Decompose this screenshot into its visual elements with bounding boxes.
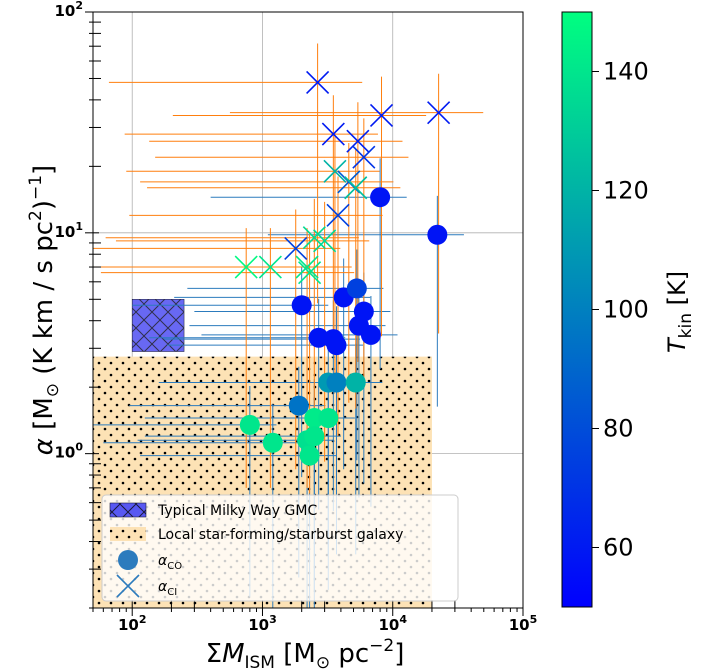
alpha-ci-point [302,226,326,250]
colorbar: 60 80 100 120 140 [561,11,649,608]
x-tick-label: 104 [378,613,407,634]
alpha-co-point [308,327,329,348]
alpha-co-point [288,395,309,416]
alpha-co-point [345,372,366,393]
y-axis-label: α [M⊙ (K km / s pc2)−1] [26,165,63,455]
legend-box [101,494,459,602]
cross-stroke [284,236,308,260]
colorbar-label: Tkin [K] [663,271,696,353]
colorbar-tick-label: 60 [603,534,634,562]
cross-stroke [313,229,337,253]
cross-stroke [298,261,322,285]
legend-label: αCI [158,579,177,598]
x-tick-label: 105 [509,613,538,634]
cross-stroke [295,255,319,279]
alpha-ci-point [344,176,368,200]
region-milky-way-gmc [131,298,185,352]
legend-swatch-starburst [110,527,146,541]
alpha-ci-point [234,255,258,279]
alpha-co-point [304,426,325,447]
cross-stroke [427,101,451,125]
x-tick-label: 102 [118,613,147,634]
alpha-co-point [262,432,283,453]
alpha-co-point [346,278,367,299]
alpha-co-point [370,187,391,208]
alpha-ci-point [427,101,451,125]
cross-stroke [344,176,368,200]
cross-stroke [321,122,345,146]
y-tick-label: 100 [54,441,83,462]
legend: Typical Milky Way GMC Local star-forming/… [101,494,459,602]
cross-stroke [302,226,326,250]
legend-marker-cross [116,574,140,598]
colorbar-tick-label: 140 [603,58,649,86]
colorbar-tick-label: 100 [603,296,649,324]
colorbar-tick-label: 120 [603,177,649,205]
cross-stroke [326,203,350,227]
alpha-ci-point [258,255,282,279]
alpha-ci-point [346,129,370,153]
cross-stroke [346,129,370,153]
cross-stroke [116,574,140,598]
alpha-ci-point [313,229,337,253]
legend-marker-circle [118,550,138,570]
alpha-ci-point [284,236,308,260]
plot-frame [92,11,524,609]
alpha-ci-point [321,122,345,146]
axes: 102 103 104 105 100 101 102 [54,0,537,634]
cross-stroke [352,145,376,169]
alpha-co-point [353,301,374,322]
legend-label: αCO [158,553,182,572]
alpha-co-point [304,408,325,429]
alpha-ci-point [295,255,319,279]
alpha-ci-point [298,261,322,285]
x-axis-label: ΣMISM [M⊙ pc−2] [206,636,405,669]
y-tick-label: 102 [54,0,83,20]
legend-label: Typical Milky Way GMC [157,503,317,519]
legend-swatch-gmc [109,502,147,518]
data-markers [234,70,451,466]
alpha-co-point [291,295,312,316]
alpha-co-point [299,445,320,466]
alpha-ci-point [352,145,376,169]
legend-label: Local star-forming/starburst galaxy [158,527,403,543]
cross-stroke [323,159,347,183]
alpha-co-point [360,324,381,345]
alpha-ci-point [306,70,330,94]
colorbar-gradient [561,11,593,608]
alpha-ci-point [323,159,347,183]
colorbar-tick-label: 80 [603,415,634,443]
alpha-co-point [239,414,260,435]
y-tick-label: 101 [54,220,83,241]
alpha-co-point [326,372,347,393]
alpha-co-point [326,335,347,356]
cross-stroke [369,103,394,128]
alpha-co-point [427,224,448,245]
cross-stroke [234,255,258,279]
alpha-ci-point [326,203,350,227]
alpha-co-point [318,408,339,429]
cross-stroke [306,70,330,94]
cross-stroke [258,255,282,279]
alpha-ci-point [369,103,394,128]
x-tick-label: 103 [248,613,277,634]
